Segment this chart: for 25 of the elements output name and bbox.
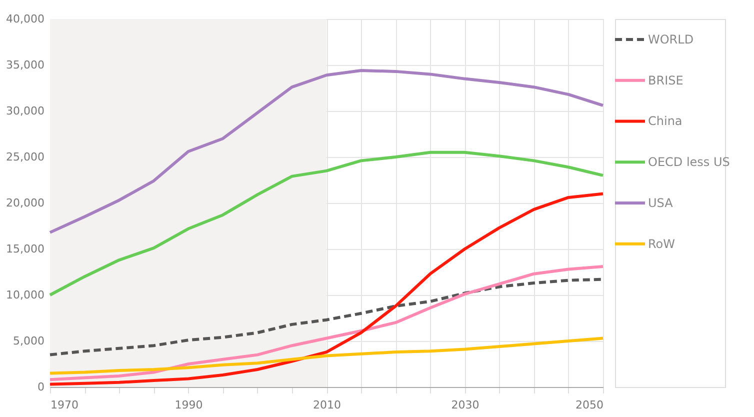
legend-label: RoW	[648, 236, 676, 251]
line-series	[48, 336, 604, 375]
legend-label: BRISE	[648, 73, 684, 88]
line-series	[48, 150, 604, 296]
legend-label: WORLD	[648, 32, 694, 46]
y-tick-label: 25,000	[6, 150, 44, 164]
legend-label: USA	[648, 196, 674, 210]
y-tick-label: 15,000	[6, 242, 44, 256]
line-series	[48, 69, 604, 234]
line-series	[48, 264, 604, 382]
y-tick-label: 5,000	[13, 334, 44, 348]
x-tick-label: 2050	[576, 398, 604, 412]
y-tick-label: 30,000	[6, 104, 44, 118]
x-tick-label: 1990	[174, 398, 203, 412]
y-tick-label: 10,000	[6, 288, 44, 302]
x-tick-label: 1970	[50, 398, 78, 412]
x-tick-label: 2010	[313, 398, 341, 412]
y-tick-label: 40,000	[6, 12, 44, 26]
line-series	[48, 192, 604, 386]
x-tick-label: 2030	[451, 398, 480, 412]
legend-label: OECD less US	[648, 155, 730, 170]
y-tick-label: 35,000	[6, 58, 44, 72]
y-tick-label: 0	[38, 380, 44, 394]
y-tick-label: 20,000	[6, 196, 44, 210]
legend-label: China	[648, 114, 682, 128]
